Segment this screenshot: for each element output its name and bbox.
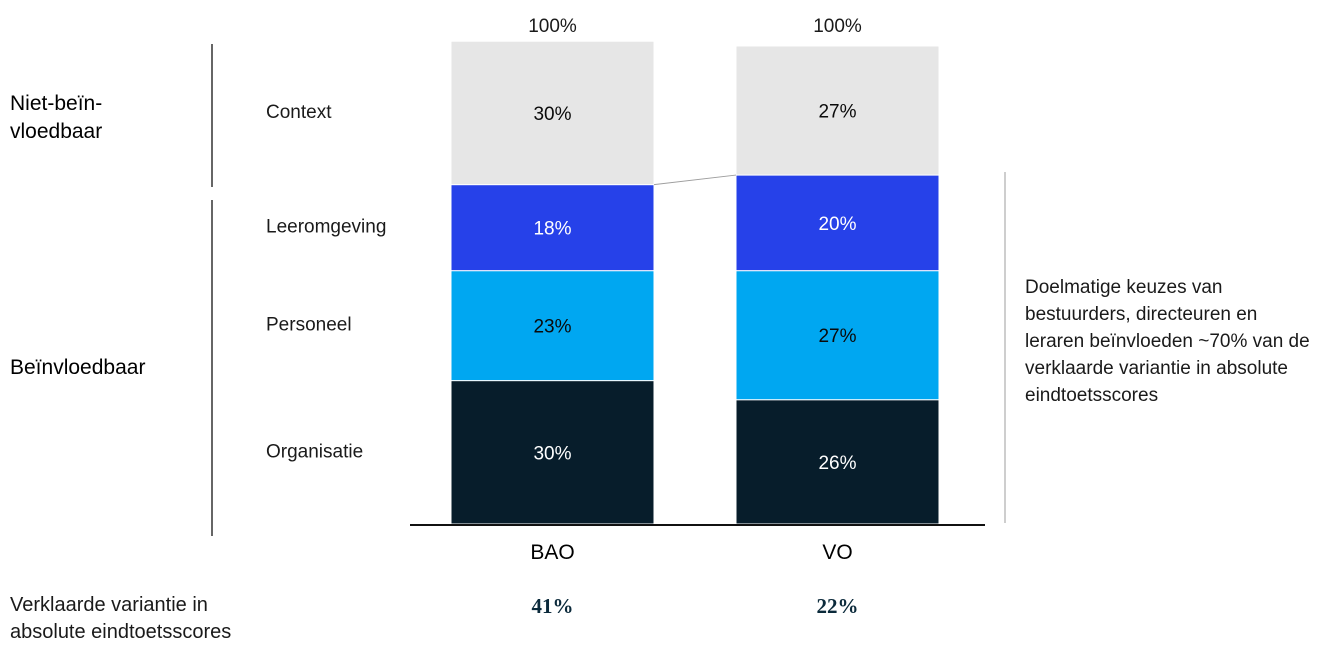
x-tick-label-vo: VO: [822, 541, 852, 564]
data-label-personeel-bao: 23%: [533, 317, 571, 338]
group-label-influenceable: Beïnvloedbaar: [10, 356, 146, 379]
total-label-bao: 100%: [528, 16, 577, 37]
bar-segment-organisatie-vo: [735, 399, 940, 525]
annotation-text: Doelmatige keuzes van bestuurders, direc…: [1025, 277, 1310, 406]
data-label-personeel-vo: 27%: [818, 326, 856, 347]
bar-segment-context-bao: [450, 40, 655, 186]
series-label-context: Context: [266, 102, 332, 123]
bar-segment-context-vo: [735, 45, 940, 176]
data-label-leeromgeving-bao: 18%: [533, 219, 571, 240]
data-label-leeromgeving-vo: 20%: [818, 214, 856, 235]
connector-line: [653, 174, 737, 186]
bar-segment-leeromgeving-vo: [735, 174, 940, 272]
data-label-organisatie-vo: 26%: [818, 453, 856, 474]
bar-segment-leeromgeving-bao: [450, 184, 655, 272]
explained-variance-value-vo: 22%: [817, 594, 859, 618]
series-label-leeromgeving: Leeromgeving: [266, 217, 386, 238]
x-tick-label-bao: BAO: [530, 541, 574, 564]
series-label-personeel: Personeel: [266, 315, 352, 336]
data-label-organisatie-bao: 30%: [533, 443, 571, 464]
explained-variance-label: Verklaarde variantie in absolute eindtoe…: [10, 594, 232, 643]
explained-variance-value-bao: 41%: [532, 594, 574, 618]
bar-segment-personeel-vo: [735, 270, 940, 401]
data-label-context-vo: 27%: [818, 102, 856, 123]
bar-segment-organisatie-bao: [450, 380, 655, 525]
bar-segment-personeel-bao: [450, 270, 655, 382]
series-label-organisatie: Organisatie: [266, 441, 363, 462]
group-label-not-influenceable: Niet-beïn- vloedbaar: [10, 92, 103, 143]
total-label-vo: 100%: [813, 16, 862, 37]
data-label-context-bao: 30%: [533, 104, 571, 125]
